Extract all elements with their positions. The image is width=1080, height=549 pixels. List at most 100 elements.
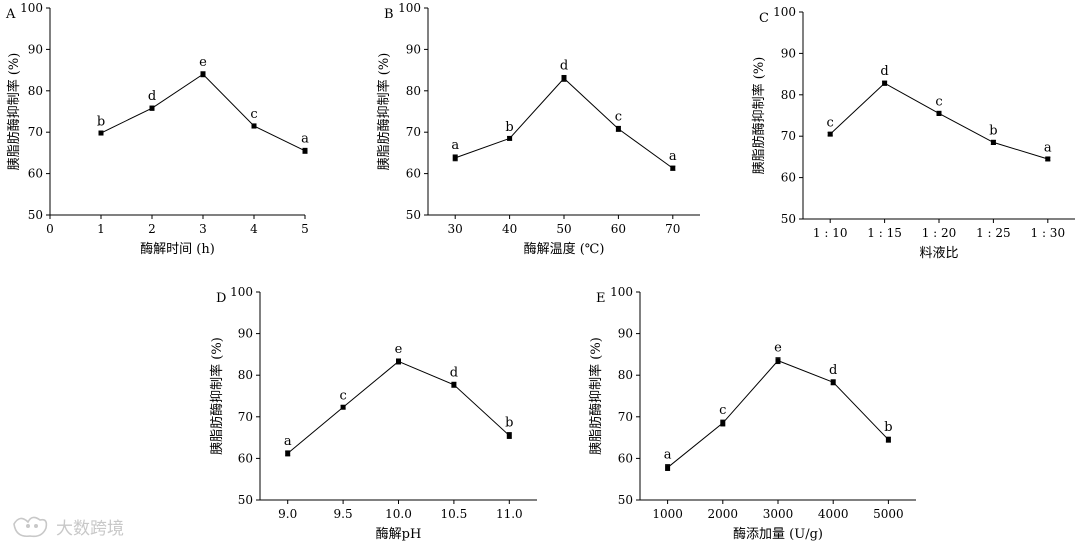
x-axis-label: 料液比 [919, 246, 958, 261]
y-axis-label: 胰脂肪酶抑制率 (%) [376, 53, 392, 171]
watermark: 大数跨境 [13, 516, 124, 539]
x-tick-label: 9.0 [278, 507, 297, 521]
y-tick-label: 90 [618, 327, 633, 341]
y-tick-label: 60 [28, 167, 43, 181]
y-tick-label: 50 [406, 208, 421, 222]
y-tick-label: 100 [610, 285, 633, 299]
x-tick-label: 0 [46, 222, 54, 236]
significance-letter: a [664, 448, 672, 463]
significance-letter: d [829, 363, 837, 378]
y-tick-label: 70 [618, 410, 633, 424]
significance-letter: c [827, 115, 834, 130]
significance-letter: c [615, 109, 622, 124]
series-line [667, 360, 889, 468]
y-tick-label: 50 [238, 493, 253, 507]
y-tick-label: 80 [238, 368, 253, 382]
significance-letter: d [560, 58, 568, 73]
significance-letter: b [989, 123, 997, 138]
significance-letter: d [880, 64, 888, 79]
data-point [340, 404, 346, 410]
x-axis-label: 酶添加量 (U/g) [733, 526, 823, 542]
x-tick-label: 10.0 [385, 507, 412, 521]
y-tick-label: 70 [28, 125, 43, 139]
x-tick-label: 70 [665, 222, 680, 236]
significance-letter: a [451, 138, 459, 153]
data-point [561, 75, 567, 81]
y-tick-label: 80 [406, 84, 421, 98]
series-line [100, 73, 306, 152]
x-tick-label: 9.5 [334, 507, 353, 521]
x-tick-label: 1 : 30 [1031, 226, 1066, 240]
data-point [936, 110, 942, 116]
significance-letter: b [505, 416, 513, 431]
data-point [665, 465, 671, 471]
chart-panel-a: A 50 60 70 80 90 100 0 1 2 3 4 5 酶解时间 (h) 胰脂肪酶抑制率 (%) b… [5, 1, 309, 257]
significance-letter: a [284, 434, 292, 449]
data-point [506, 433, 512, 439]
significance-letter: a [1044, 140, 1052, 155]
significance-letter: a [669, 149, 677, 164]
y-tick-label: 100 [230, 285, 253, 299]
data-point [302, 148, 308, 154]
panel-label: A [5, 7, 16, 22]
x-tick-label: 2 [148, 222, 156, 236]
data-point [98, 130, 104, 136]
x-tick-label: 10.5 [441, 507, 468, 521]
x-tick-label: 60 [611, 222, 626, 236]
y-tick-label: 90 [781, 46, 796, 60]
data-point [885, 437, 891, 443]
y-tick-label: 100 [398, 1, 421, 15]
y-axis-label: 胰脂肪酶抑制率 (%) [209, 337, 225, 455]
panel-label: E [596, 291, 606, 306]
x-axis-label: 酶解pH [376, 526, 422, 542]
data-point [990, 139, 996, 145]
significance-letter: d [450, 365, 458, 380]
y-tick-label: 80 [618, 368, 633, 382]
significance-letter: a [301, 131, 309, 146]
panel-label: D [216, 291, 226, 306]
x-tick-label: 30 [448, 222, 463, 236]
x-tick-label: 40 [502, 222, 517, 236]
data-point [1045, 156, 1051, 162]
data-point [507, 135, 513, 141]
significance-letter: b [884, 420, 892, 435]
significance-letter: c [339, 389, 346, 404]
y-axis-label: 胰脂肪酶抑制率 (%) [6, 53, 22, 171]
y-tick-label: 90 [238, 327, 253, 341]
y-tick-label: 60 [618, 451, 633, 465]
data-point [251, 123, 257, 129]
x-axis-label: 酶解时间 (h) [140, 241, 215, 257]
y-tick-label: 80 [781, 88, 796, 102]
x-tick-label: 4000 [818, 507, 849, 521]
chart-panel-e: E 50 60 70 80 90 100 1000 2000 3000 4000 5000 酶添加量 (… [588, 285, 916, 542]
x-tick-label: 1 [97, 222, 105, 236]
data-point [615, 126, 621, 132]
significance-letter: e [199, 55, 207, 70]
panel-label: B [384, 7, 394, 22]
significance-letter: b [97, 114, 105, 129]
y-tick-label: 80 [28, 84, 43, 98]
y-tick-label: 50 [28, 208, 43, 222]
y-tick-label: 70 [238, 410, 253, 424]
y-tick-label: 70 [406, 125, 421, 139]
series-line [287, 360, 510, 454]
significance-letter: c [935, 94, 942, 109]
y-axis-label: 胰脂肪酶抑制率 (%) [751, 57, 767, 175]
y-tick-label: 100 [20, 1, 43, 15]
watermark-logo-icon [13, 516, 48, 538]
significance-letter: e [395, 342, 403, 357]
chart-panel-b: B 50 60 70 80 90 100 30 40 50 60 70 酶解温度 (℃) 胰脂肪酶抑制率 … [376, 1, 700, 257]
y-axis-label: 胰脂肪酶抑制率 (%) [588, 337, 604, 455]
y-tick-label: 90 [28, 42, 43, 56]
significance-letter: c [719, 403, 726, 418]
y-tick-label: 50 [618, 493, 633, 507]
x-tick-label: 5000 [873, 507, 904, 521]
significance-letter: e [774, 341, 782, 356]
chart-panel-c: C 50 60 70 80 90 100 1 : 10 1 : 15 1 : 20 1 : 25 1 … [751, 5, 1075, 261]
data-point [827, 131, 833, 137]
significance-letter: b [505, 120, 513, 135]
data-point [200, 71, 206, 77]
y-tick-label: 60 [406, 167, 421, 181]
x-tick-label: 1000 [652, 507, 683, 521]
